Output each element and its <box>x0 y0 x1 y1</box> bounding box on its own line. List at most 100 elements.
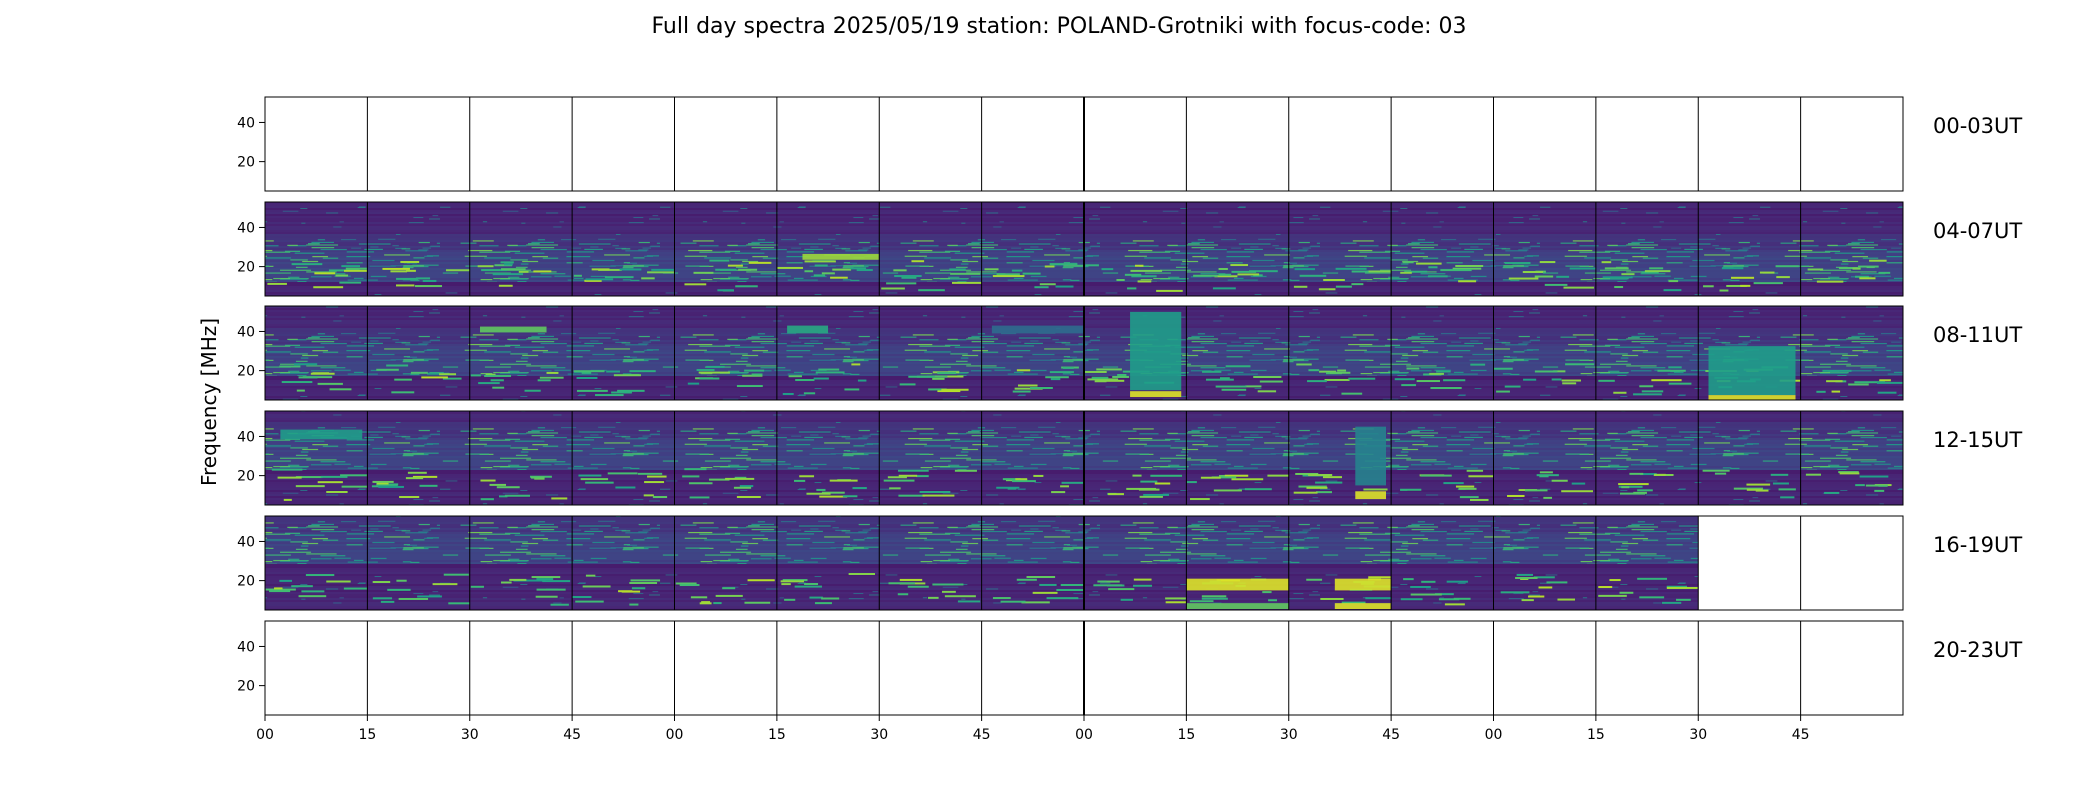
emission-streak <box>1816 390 1826 393</box>
emission-streak <box>1536 474 1559 477</box>
emission-streak <box>941 388 969 391</box>
emission-streak <box>504 494 530 497</box>
x-tick-label: 00 <box>256 727 274 743</box>
emission-streak <box>736 385 763 388</box>
emission-streak <box>894 275 922 278</box>
row-20-23UT: 40 20 20-23UT <box>237 620 2022 716</box>
y-tick-label: 40 <box>237 639 255 655</box>
emission-streak <box>644 481 665 484</box>
emission-streak <box>1091 376 1109 379</box>
spectrum-panel <box>1698 411 1801 505</box>
emission-streak <box>1666 586 1698 589</box>
emission-streak <box>606 370 620 373</box>
emission-streak <box>1538 586 1553 589</box>
emission-streak <box>950 272 981 275</box>
emission-streak <box>399 496 420 499</box>
empty-panel <box>1084 97 1187 191</box>
emission-streak <box>804 582 819 585</box>
emission-streak <box>852 487 867 490</box>
emission-streak <box>1335 285 1352 288</box>
emission-streak <box>1294 268 1316 271</box>
spectrum-panel <box>1595 306 1699 400</box>
spectrum-panel <box>1084 516 1187 610</box>
emission-streak <box>1415 262 1442 265</box>
emission-streak <box>954 469 977 472</box>
spectrum-background <box>1595 516 1699 610</box>
emission-streak <box>1859 277 1876 280</box>
emission-streak <box>1002 478 1021 481</box>
emission-streak <box>735 285 758 288</box>
emission-streak <box>1562 382 1577 385</box>
emission-streak <box>1557 598 1576 601</box>
emission-streak <box>1637 577 1668 580</box>
emission-streak <box>343 587 368 590</box>
emission-streak <box>1060 583 1084 586</box>
emission-streak <box>844 388 860 391</box>
emission-streak <box>1621 273 1635 276</box>
emission-streak <box>1551 378 1562 381</box>
emission-streak <box>1468 475 1494 478</box>
spectrum-panel <box>776 306 880 400</box>
emission-streak <box>604 276 634 279</box>
emission-streak <box>722 587 736 590</box>
emission-streak <box>509 578 527 581</box>
emission-streak <box>580 478 609 481</box>
spectrum-background <box>469 202 573 296</box>
spectrum-panel <box>1084 202 1187 296</box>
spectrum-background <box>776 306 880 400</box>
emission-streak <box>1859 475 1889 478</box>
emission-streak <box>576 389 608 392</box>
emission-streak <box>1400 488 1422 491</box>
emission-streak <box>1150 474 1183 477</box>
emission-streak <box>470 585 484 588</box>
emission-feature <box>1130 311 1182 391</box>
emission-streak <box>814 602 832 605</box>
emission-streak <box>1050 378 1061 381</box>
emission-streak <box>1666 585 1688 588</box>
spectrum-background <box>367 411 470 505</box>
emission-streak <box>1434 593 1454 596</box>
emission-streak <box>919 490 951 493</box>
emission-streak <box>1654 473 1666 476</box>
emission-streak <box>1130 269 1163 272</box>
emission-streak <box>478 382 500 385</box>
emission-streak <box>1444 603 1465 606</box>
emission-feature <box>1186 603 1289 610</box>
empty-panel <box>1186 621 1289 715</box>
emission-streak <box>1746 488 1763 491</box>
emission-streak <box>1394 378 1415 381</box>
emission-streak <box>818 368 840 371</box>
emission-streak <box>301 590 325 593</box>
spectrum-panel <box>1493 97 1596 191</box>
emission-streak <box>1523 378 1537 381</box>
spectrum-background <box>265 411 368 505</box>
spectrum-panel <box>1595 516 1699 610</box>
spectrum-background <box>1391 202 1494 296</box>
spectrum-panel <box>776 516 880 610</box>
emission-streak <box>804 270 814 273</box>
emission-streak <box>1039 283 1056 286</box>
emission-streak <box>396 284 415 287</box>
emission-streak <box>372 581 391 584</box>
y-tick-label: 20 <box>237 260 255 276</box>
emission-streak <box>317 481 343 484</box>
emission-streak <box>782 579 808 582</box>
emission-streak <box>535 595 558 598</box>
emission-streak <box>1033 474 1044 477</box>
emission-feature <box>1186 578 1289 591</box>
spectrum-panel <box>367 621 470 715</box>
emission-streak <box>850 267 867 270</box>
emission-streak <box>1598 586 1613 589</box>
emission-streak <box>949 268 966 271</box>
emission-streak <box>1015 478 1028 481</box>
spectrum-background <box>1186 202 1289 296</box>
spectrum-background <box>572 516 675 610</box>
empty-panel <box>367 97 470 191</box>
emission-streak <box>699 377 720 380</box>
emission-streak <box>617 389 645 392</box>
spectrum-panel <box>265 516 368 610</box>
emission-streak <box>1026 576 1056 579</box>
emission-streak <box>1298 485 1327 488</box>
emission-streak <box>1237 273 1260 276</box>
emission-streak <box>412 475 438 478</box>
